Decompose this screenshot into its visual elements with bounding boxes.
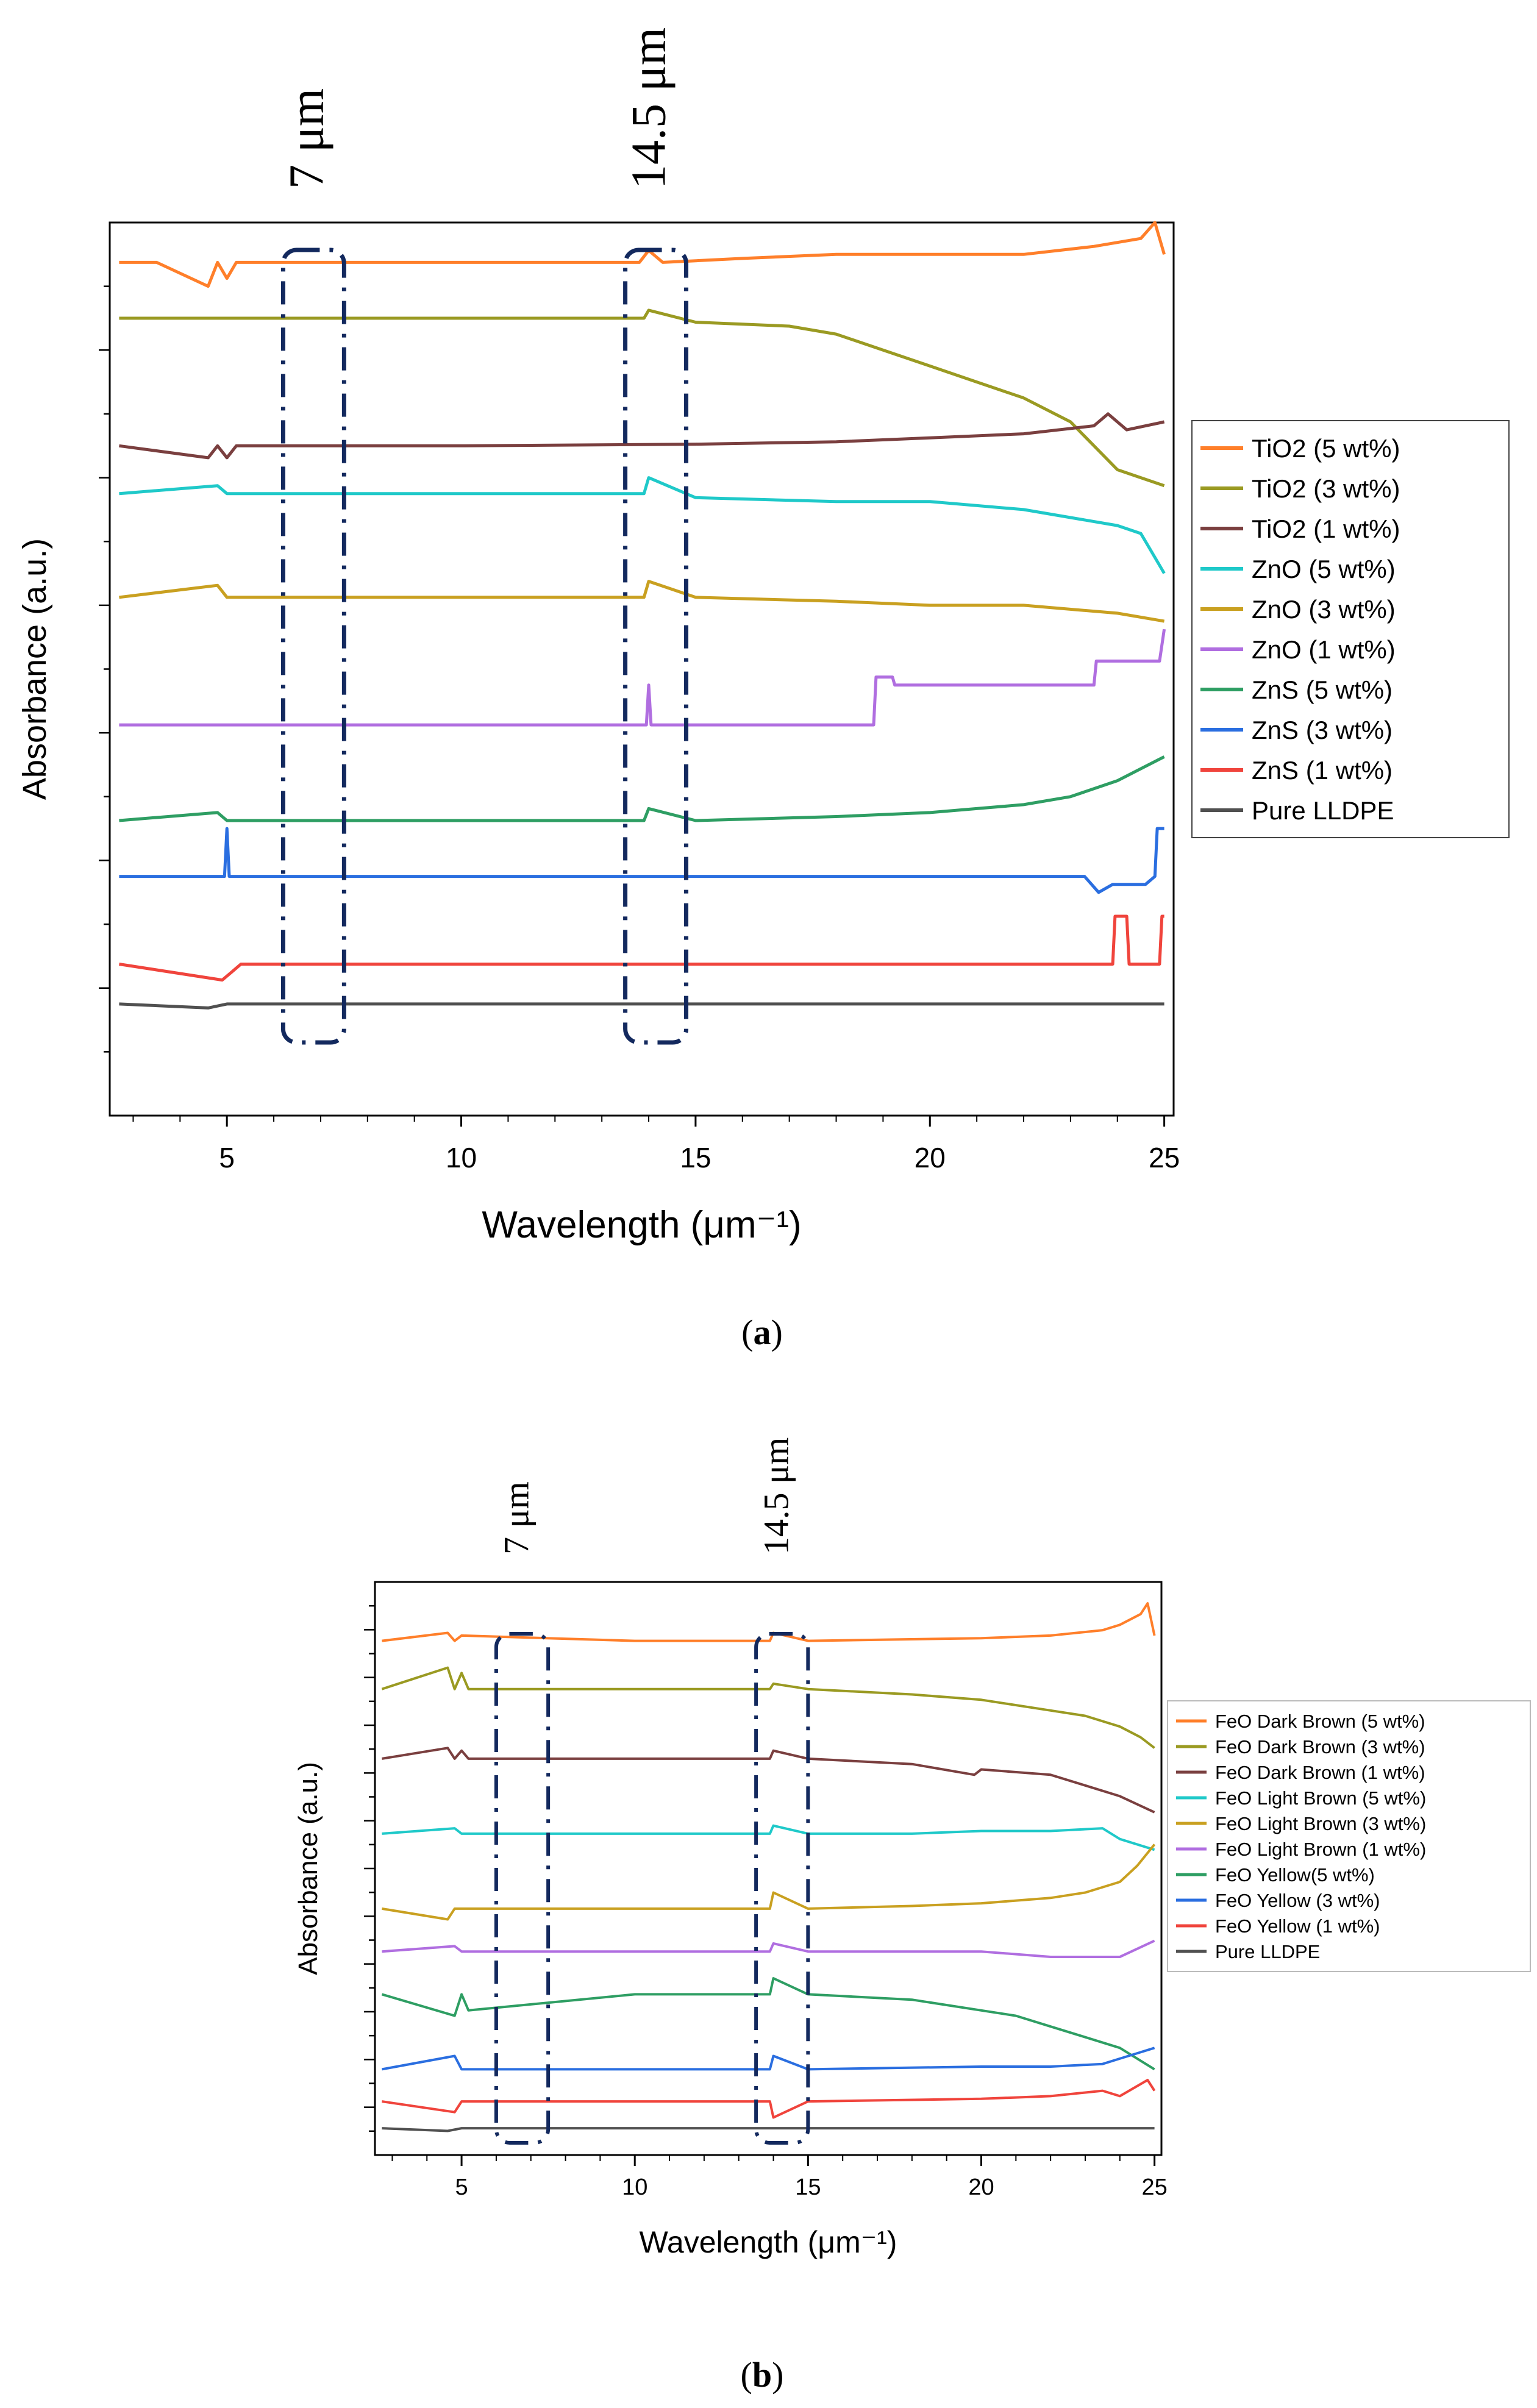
legend-label: ZnS (3 wt%) [1252, 716, 1393, 744]
series-line [381, 1666, 1155, 1749]
legend-label: ZnO (5 wt%) [1252, 555, 1396, 583]
legend-label: FeO Yellow (3 wt%) [1215, 1890, 1380, 1911]
legend-label: FeO Yellow (1 wt%) [1215, 1915, 1380, 1937]
x-tick-label: 15 [680, 1142, 711, 1174]
series-line [382, 1747, 1155, 1814]
annotation-box [754, 1632, 810, 2145]
legend-frame [1191, 420, 1510, 838]
chart-panel-a: 5 10 15 20 25 Wavelength (μm⁻¹) Absorbance (a.… [16, 27, 1510, 1246]
x-tick-label: 25 [1141, 2175, 1167, 2200]
legend-label: ZnO (1 wt%) [1252, 635, 1396, 664]
legend-label: FeO Dark Brown (3 wt%) [1215, 1736, 1425, 1758]
y-axis-label: Absorbance (a.u.) [293, 1762, 323, 1975]
legend-label: FeO Dark Brown (5 wt%) [1215, 1711, 1425, 1732]
series-line [119, 580, 1165, 623]
annotation-box [623, 248, 689, 1045]
legend-label: ZnS (1 wt%) [1252, 756, 1393, 785]
series-line [119, 755, 1165, 822]
series-line [382, 1602, 1156, 1642]
legend-label: ZnO (3 wt%) [1252, 595, 1396, 624]
legend-label: FeO Light Brown (1 wt%) [1215, 1839, 1426, 1860]
series-line [119, 308, 1165, 488]
annotation-label: 7 μm [497, 1481, 537, 1555]
legend-label: FeO Dark Brown (1 wt%) [1215, 1762, 1425, 1783]
legend-label: TiO2 (1 wt%) [1252, 515, 1400, 543]
x-tick-label: 5 [219, 1142, 235, 1174]
x-tick-label: 15 [795, 2175, 821, 2200]
panel-caption-b: (b) [741, 2355, 784, 2395]
x-tick-label: 25 [1149, 1142, 1180, 1174]
series-line [119, 412, 1165, 460]
x-tick-label: 20 [968, 2175, 994, 2200]
annotation-box [494, 1632, 551, 2145]
x-axis-label: Wavelength (μm⁻¹) [640, 2225, 897, 2259]
x-tick-label: 20 [915, 1142, 946, 1174]
x-tick-label: 5 [455, 2175, 468, 2200]
series-line [119, 827, 1164, 894]
annotation-box [280, 248, 346, 1045]
series-line [119, 476, 1166, 574]
legend-label: TiO2 (3 wt%) [1252, 474, 1400, 503]
legend-label: Pure LLDPE [1252, 796, 1394, 825]
annotation-label: 7 μm [280, 88, 333, 189]
x-axis-label: Wavelength (μm⁻¹) [482, 1204, 801, 1246]
chart-panel-b: 5 10 15 20 25 Wavelength (μm⁻¹) Absorbance (a.… [293, 1437, 1531, 2259]
plot-frame [109, 221, 1175, 1117]
legend-label: FeO Light Brown (5 wt%) [1215, 1787, 1426, 1809]
series-line [119, 629, 1166, 727]
series-line [382, 1939, 1155, 1958]
series-line [382, 1843, 1156, 1921]
legend-frame [1167, 1700, 1531, 1972]
legend-label: FeO Light Brown (3 wt%) [1215, 1813, 1426, 1834]
legend-label: Pure LLDPE [1215, 1941, 1320, 1962]
panel-caption-a: (a) [741, 1313, 783, 1352]
y-axis-label: Absorbance (a.u.) [16, 538, 53, 800]
legend-label: FeO Yellow(5 wt%) [1215, 1864, 1375, 1886]
legend-label: TiO2 (5 wt%) [1252, 434, 1400, 463]
series-line [119, 221, 1166, 288]
series-line [382, 2127, 1155, 2132]
annotation-label: 14.5 μm [622, 27, 676, 189]
series-line [119, 1002, 1164, 1010]
series-line [119, 914, 1164, 982]
x-tick-label: 10 [446, 1142, 477, 1174]
series-line [382, 2079, 1156, 2119]
legend-label: ZnS (5 wt%) [1252, 675, 1393, 704]
x-tick-label: 10 [622, 2175, 647, 2200]
annotation-label: 14.5 μm [757, 1437, 796, 1555]
